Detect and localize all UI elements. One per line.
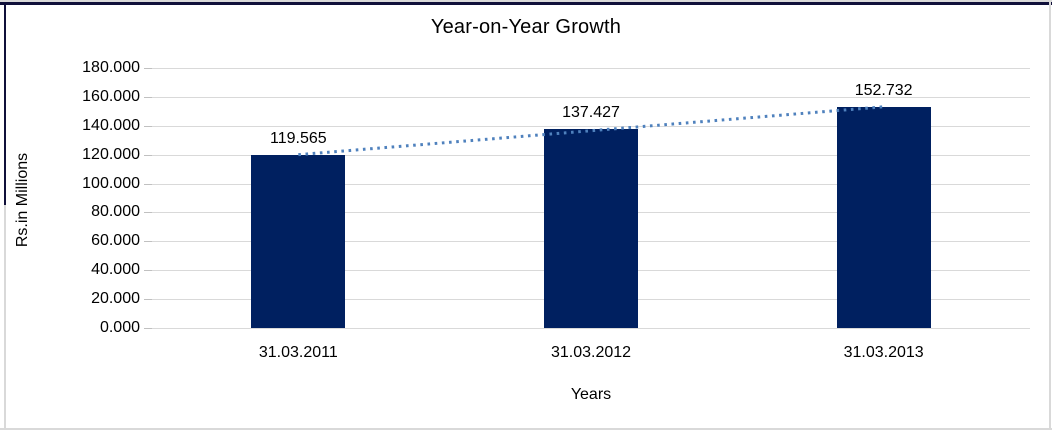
frame-border-top [0, 2, 1052, 5]
gridline [152, 68, 1030, 69]
y-tick-label: 20.000 [91, 290, 140, 308]
y-tick-label: 120.000 [82, 145, 140, 163]
gridline [152, 328, 1030, 329]
y-tick-label: 100.000 [82, 174, 140, 192]
y-tick-label: 80.000 [91, 203, 140, 221]
x-axis-title: Years [570, 386, 612, 403]
bar [544, 129, 638, 328]
y-axis-tick [144, 241, 152, 243]
y-tick-label: 0.000 [99, 319, 140, 336]
bar [251, 155, 346, 328]
frame-border-right [1049, 2, 1051, 430]
y-tick-label: 40.000 [91, 261, 140, 279]
bar-value-label: 152.732 [854, 82, 913, 100]
y-axis-tick [144, 299, 152, 301]
y-axis-tick [144, 270, 152, 272]
frame-border-top-hairline [0, 0, 1052, 2]
frame-border-bottom [0, 428, 1052, 430]
gridline [152, 96, 1030, 98]
bar-value-label: 137.427 [562, 104, 620, 122]
x-tick-label: 31.03.2013 [843, 344, 924, 361]
y-tick-label: 180.000 [82, 59, 140, 76]
y-tick-label: 60.000 [91, 232, 140, 250]
y-tick-label: 140.000 [82, 116, 140, 134]
chart-title: Year-on-Year Growth [430, 16, 622, 38]
y-axis-tick [144, 125, 152, 127]
bar [836, 107, 931, 328]
bar-value-label: 119.565 [270, 130, 327, 148]
y-axis-tick [144, 212, 152, 214]
y-axis-tick [144, 154, 152, 156]
y-axis-tick [144, 96, 152, 98]
frame-border-left-light [4, 205, 6, 428]
x-tick-label: 31.03.2012 [550, 344, 632, 361]
x-tick-label: 31.03.2011 [258, 344, 338, 361]
y-axis-tick [144, 68, 152, 69]
y-tick-label: 160.000 [82, 87, 140, 105]
frame-border-left-dark [4, 3, 6, 205]
y-axis-tick [144, 183, 152, 185]
y-axis-tick [144, 328, 152, 329]
